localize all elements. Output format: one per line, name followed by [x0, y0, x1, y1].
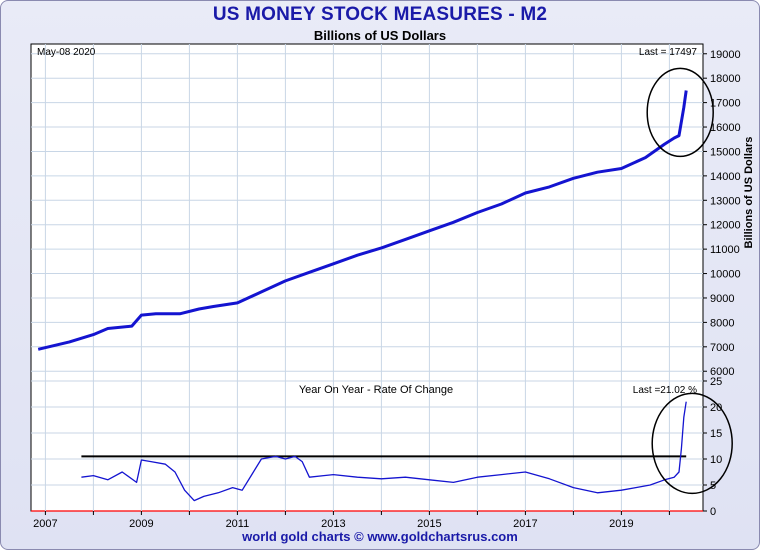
y-tick-label: 15: [710, 428, 722, 440]
chart-subtitle: Billions of US Dollars: [313, 28, 447, 43]
y-tick-label: 6000: [710, 366, 734, 378]
x-tick-label: 2017: [513, 518, 537, 530]
y-tick-label: 19000: [710, 49, 741, 61]
x-axis: 2007 2009 2011 2013 2015 2017 2019: [33, 511, 670, 530]
annotation-circle: [646, 67, 714, 158]
y-tick-label: 16000: [710, 122, 741, 134]
y-tick-label: 17000: [710, 98, 741, 110]
y-tick-label: 25: [710, 376, 722, 388]
x-tick-label: 2013: [321, 518, 345, 530]
y-tick-label: 13000: [710, 195, 741, 207]
bottom-panel: [30, 380, 704, 512]
x-tick-label: 2015: [417, 518, 441, 530]
x-tick-label: 2019: [609, 518, 633, 530]
top-grid: [31, 44, 703, 381]
footer-credit: world gold charts © www.goldchartsrus.co…: [242, 529, 518, 544]
y-tick-label: 12000: [710, 220, 741, 232]
series-line: [37, 90, 688, 351]
last-value-label: Last = 17497: [639, 47, 698, 58]
x-tick-label: 2007: [33, 518, 57, 530]
y-tick-label: 10000: [710, 269, 741, 281]
annotation-circle: [651, 392, 733, 495]
y-tick-label: 20: [710, 402, 722, 414]
roc-line: [81, 401, 687, 502]
date-label: May-08 2020: [37, 47, 96, 58]
y-tick-label: 8000: [710, 317, 734, 329]
y-tick-label: 11000: [710, 244, 740, 256]
chart-title: US MONEY STOCK MEASURES - M2: [212, 4, 548, 25]
x-tick-label: 2009: [129, 518, 153, 530]
y-axis-label: Billions of US Dollars: [743, 137, 755, 249]
bottom-grid: [31, 380, 703, 512]
y-tick-label: 10: [710, 454, 722, 466]
y-tick-label: 14000: [710, 171, 741, 183]
top-y-axis: 6000 7000 8000 9000 10000 11000 12000 13000 1400…: [703, 49, 741, 378]
y-tick-label: 18000: [710, 73, 741, 85]
series-lines: [37, 67, 733, 502]
y-tick-label: 15000: [710, 146, 741, 158]
y-tick-label: 7000: [710, 342, 734, 354]
roc-last-label: Last =21.02 %: [633, 385, 697, 396]
y-tick-label: 9000: [710, 293, 734, 305]
top-panel: [30, 43, 704, 382]
y-tick-label: 0: [710, 506, 716, 518]
roc-title: Year On Year - Rate Of Change: [299, 384, 453, 396]
x-tick-label: 2011: [226, 518, 250, 530]
